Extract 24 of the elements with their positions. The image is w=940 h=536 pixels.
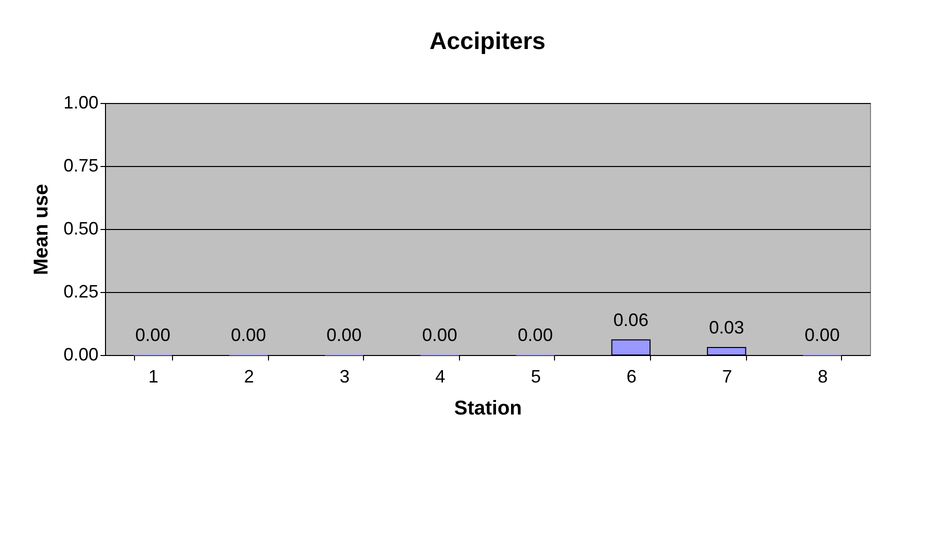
x-axis-title: Station bbox=[454, 398, 522, 420]
x-tick-label: 3 bbox=[340, 366, 350, 386]
y-axis-title: Mean use bbox=[30, 184, 52, 276]
data-label: 0.00 bbox=[230, 325, 266, 345]
data-label: 0.00 bbox=[422, 325, 458, 345]
data-label: 0.00 bbox=[804, 325, 840, 345]
x-tick-label: 4 bbox=[435, 366, 446, 386]
y-tick-label: 0.25 bbox=[63, 282, 98, 302]
y-tick-label: 0.75 bbox=[63, 156, 98, 176]
data-label: 0.03 bbox=[709, 317, 744, 338]
x-tick-label: 8 bbox=[818, 366, 828, 386]
y-tick-label: 0.00 bbox=[63, 344, 98, 364]
data-label: 0.06 bbox=[613, 310, 648, 330]
x-tick-label: 2 bbox=[244, 366, 254, 386]
x-tick-label: 1 bbox=[148, 366, 158, 386]
y-tick-label: 1.00 bbox=[63, 92, 98, 112]
chart-title: Accipiters bbox=[429, 28, 546, 55]
x-tick-label: 6 bbox=[626, 366, 636, 386]
data-label: 0.00 bbox=[135, 325, 170, 345]
data-label: 0.00 bbox=[518, 325, 553, 345]
data-label: 0.00 bbox=[326, 325, 362, 345]
x-tick-label: 7 bbox=[722, 366, 732, 386]
x-tick-label: 5 bbox=[530, 366, 541, 386]
y-tick-label: 0.50 bbox=[63, 218, 98, 238]
